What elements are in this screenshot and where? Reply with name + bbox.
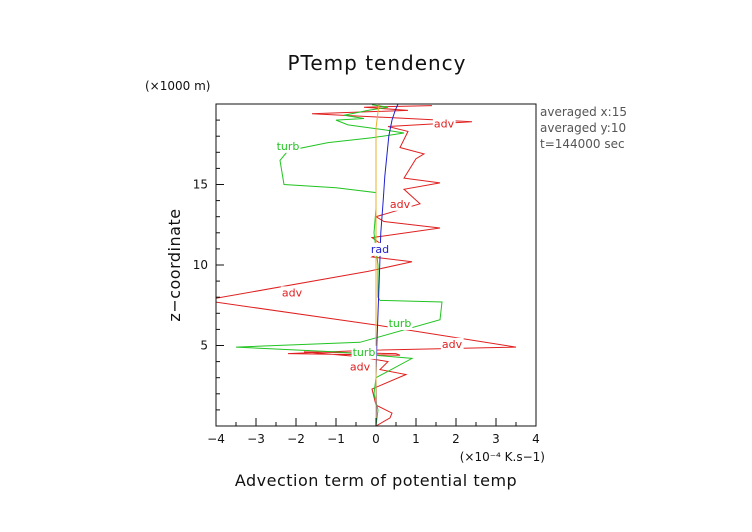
info-line: t=144000 sec xyxy=(540,137,625,151)
series-label-background xyxy=(440,337,464,351)
series-line-turb xyxy=(235,104,443,426)
run-info: averaged x:15 averaged y:10 t=144000 sec xyxy=(540,105,627,151)
x-tick-label: −3 xyxy=(247,432,265,446)
info-line: averaged y:10 xyxy=(540,121,626,135)
y-tick-label: 15 xyxy=(193,178,208,192)
x-tick-label: 0 xyxy=(372,432,380,446)
x-axis-label: Advection term of potential temp xyxy=(235,471,517,490)
series-label-background xyxy=(348,360,372,374)
info-line: averaged x:15 xyxy=(540,105,627,119)
series-line-rad xyxy=(375,104,399,426)
series-label-background xyxy=(387,316,413,330)
series-label-turb: turb xyxy=(277,140,300,153)
series-label-turb: turb xyxy=(353,346,376,359)
series-label-background xyxy=(432,117,456,131)
series-group xyxy=(216,104,517,426)
y-axis-label: z−coordinate xyxy=(165,208,184,321)
y-unit-label: (×1000 m) xyxy=(145,79,210,93)
x-tick-label: −4 xyxy=(207,432,225,446)
series-label-adv: adv xyxy=(442,338,463,351)
x-tick-label: −1 xyxy=(327,432,345,446)
series-label-background xyxy=(351,345,377,359)
series-label-rad: rad xyxy=(371,243,389,256)
series-label-adv: adv xyxy=(390,198,411,211)
y-tick-label: 5 xyxy=(200,339,208,353)
series-label-adv: adv xyxy=(434,117,455,130)
x-unit-label: (×10⁻⁴ K.s−1) xyxy=(460,450,545,464)
series-line-adv xyxy=(216,105,517,426)
y-tick-label: 10 xyxy=(193,258,208,272)
series-label-adv: adv xyxy=(350,360,371,373)
x-tick-label: 3 xyxy=(492,432,500,446)
chart-title: PTemp tendency xyxy=(287,51,466,75)
series-label-turb: turb xyxy=(389,317,412,330)
x-tick-label: −2 xyxy=(287,432,305,446)
x-tick-label: 1 xyxy=(412,432,420,446)
series-label-background xyxy=(388,197,412,211)
series-label-background xyxy=(275,139,301,153)
series-label-background xyxy=(369,242,391,256)
x-tick-label: 2 xyxy=(452,432,460,446)
x-tick-label: 4 xyxy=(532,432,540,446)
series-label-background xyxy=(280,286,304,300)
series-line xyxy=(375,104,380,426)
series-label-adv: adv xyxy=(282,286,303,299)
tick-group: −4 −3 −2 −1 0 1 2 3 4 5 10 15 xyxy=(193,119,540,446)
